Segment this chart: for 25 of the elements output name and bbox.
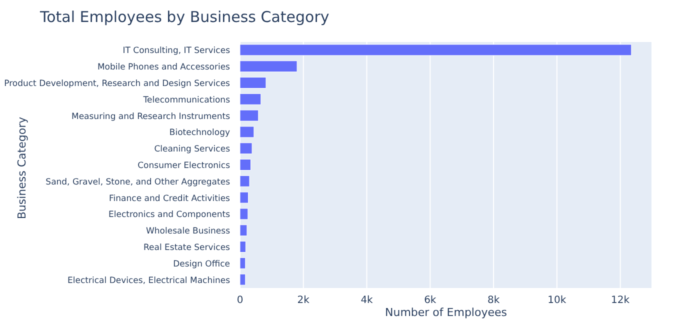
x-axis-title: Number of Employees xyxy=(385,306,507,319)
x-tick-label: 4k xyxy=(360,295,374,306)
y-tick-label: Real Estate Services xyxy=(144,243,231,253)
chart-title: Total Employees by Business Category xyxy=(40,8,330,26)
x-tick-label: 10k xyxy=(548,295,566,306)
x-tick-label: 0 xyxy=(236,295,244,306)
y-tick-label: IT Consulting, IT Services xyxy=(122,46,231,56)
y-tick-label: Electronics and Components xyxy=(108,210,231,220)
x-tick-label: 8k xyxy=(487,295,500,306)
y-tick-label: Sand, Gravel, Stone, and Other Aggregates xyxy=(46,177,231,188)
y-tick-label: Telecommunications xyxy=(142,95,231,106)
y-tick-label: Electrical Devices, Electrical Machines xyxy=(68,276,231,286)
y-tick-label: Cleaning Services xyxy=(154,144,231,155)
y-tick-label: Wholesale Business xyxy=(146,226,231,237)
y-tick-label: Finance and Credit Activities xyxy=(109,194,231,204)
y-tick-label: Measuring and Research Instruments xyxy=(71,112,231,122)
y-tick-label: Biotechnology xyxy=(169,128,230,138)
x-tick-label: 6k xyxy=(424,295,436,306)
y-tick-label: Consumer Electronics xyxy=(138,161,231,171)
x-tick-label: 12k xyxy=(611,295,630,306)
y-tick-label: Product Development, Research and Design Services xyxy=(4,79,231,89)
y-axis-title: Business Category xyxy=(16,116,28,220)
y-tick-label: Design Office xyxy=(173,259,230,270)
y-tick-label: Mobile Phones and Accessories xyxy=(97,62,231,73)
x-tick-label: 2k xyxy=(297,295,310,306)
